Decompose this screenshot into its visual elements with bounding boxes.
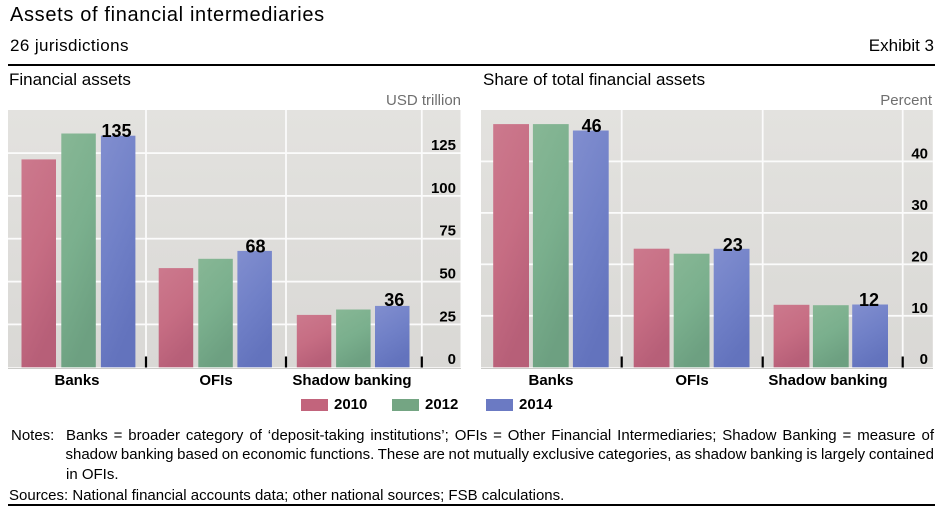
svg-text:0: 0	[448, 351, 456, 368]
svg-text:36: 36	[384, 290, 404, 310]
svg-text:12: 12	[859, 290, 879, 310]
svg-text:0: 0	[920, 351, 928, 368]
svg-text:100: 100	[431, 180, 456, 197]
svg-text:40: 40	[911, 145, 928, 162]
svg-text:30: 30	[911, 197, 928, 214]
svg-text:10: 10	[911, 300, 928, 317]
svg-text:25: 25	[439, 308, 456, 325]
svg-text:125: 125	[431, 137, 456, 154]
svg-text:75: 75	[439, 223, 456, 240]
svg-text:20: 20	[911, 248, 928, 265]
svg-text:50: 50	[439, 266, 456, 283]
svg-text:68: 68	[245, 236, 265, 256]
svg-text:23: 23	[723, 235, 743, 255]
svg-text:46: 46	[582, 116, 602, 136]
svg-text:135: 135	[101, 121, 131, 141]
